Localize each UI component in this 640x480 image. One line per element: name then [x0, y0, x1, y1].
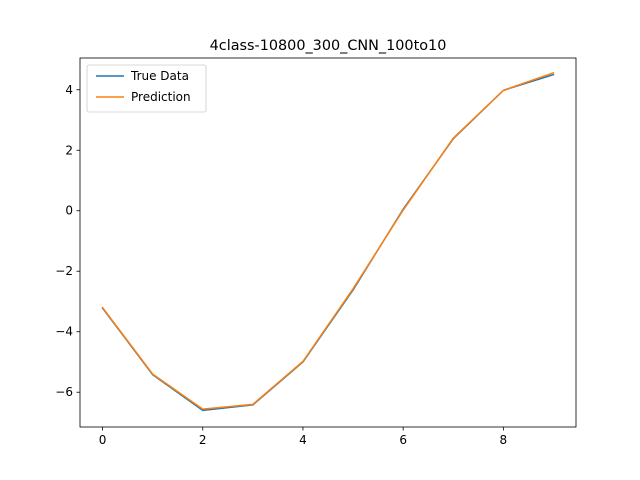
- axes-frame: [79, 57, 577, 428]
- x-tick-label: 2: [199, 433, 207, 447]
- x-tick-label: 4: [299, 433, 307, 447]
- x-tick-label: 0: [99, 433, 107, 447]
- y-tick-label: −4: [55, 325, 73, 339]
- legend-label-prediction: Prediction: [131, 90, 191, 104]
- series-line-prediction: [101, 71, 555, 410]
- x-tick-label: 6: [399, 433, 407, 447]
- y-tick-label: −6: [55, 385, 73, 399]
- chart-title: 4class-10800_300_CNN_100to10: [210, 38, 447, 54]
- series-lines: [101, 71, 555, 412]
- x-tick-label: 8: [500, 433, 508, 447]
- y-tick-label: 0: [65, 204, 73, 218]
- y-axis: −6 −4 −2 0 2 4: [55, 83, 80, 399]
- y-tick-label: −2: [55, 264, 73, 278]
- axes-background: [80, 58, 576, 427]
- y-tick-label: 2: [65, 143, 73, 157]
- x-axis: 0 2 4 6 8: [99, 427, 507, 447]
- y-tick-label: 4: [65, 83, 73, 97]
- plot-area: [80, 58, 576, 427]
- legend-label-true-data: True Data: [130, 69, 189, 83]
- legend: True Data Prediction: [86, 64, 207, 113]
